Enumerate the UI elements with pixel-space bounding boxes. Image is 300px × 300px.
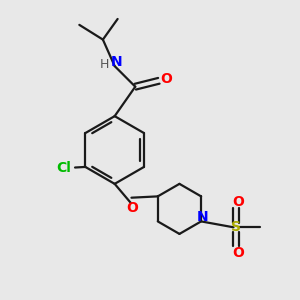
Text: Cl: Cl xyxy=(56,161,71,176)
Text: O: O xyxy=(160,72,172,86)
Text: N: N xyxy=(111,55,123,69)
Text: O: O xyxy=(232,195,244,209)
Text: S: S xyxy=(231,220,241,234)
Text: H: H xyxy=(100,58,109,71)
Text: O: O xyxy=(232,246,244,260)
Text: O: O xyxy=(126,201,138,215)
Text: N: N xyxy=(197,210,208,224)
